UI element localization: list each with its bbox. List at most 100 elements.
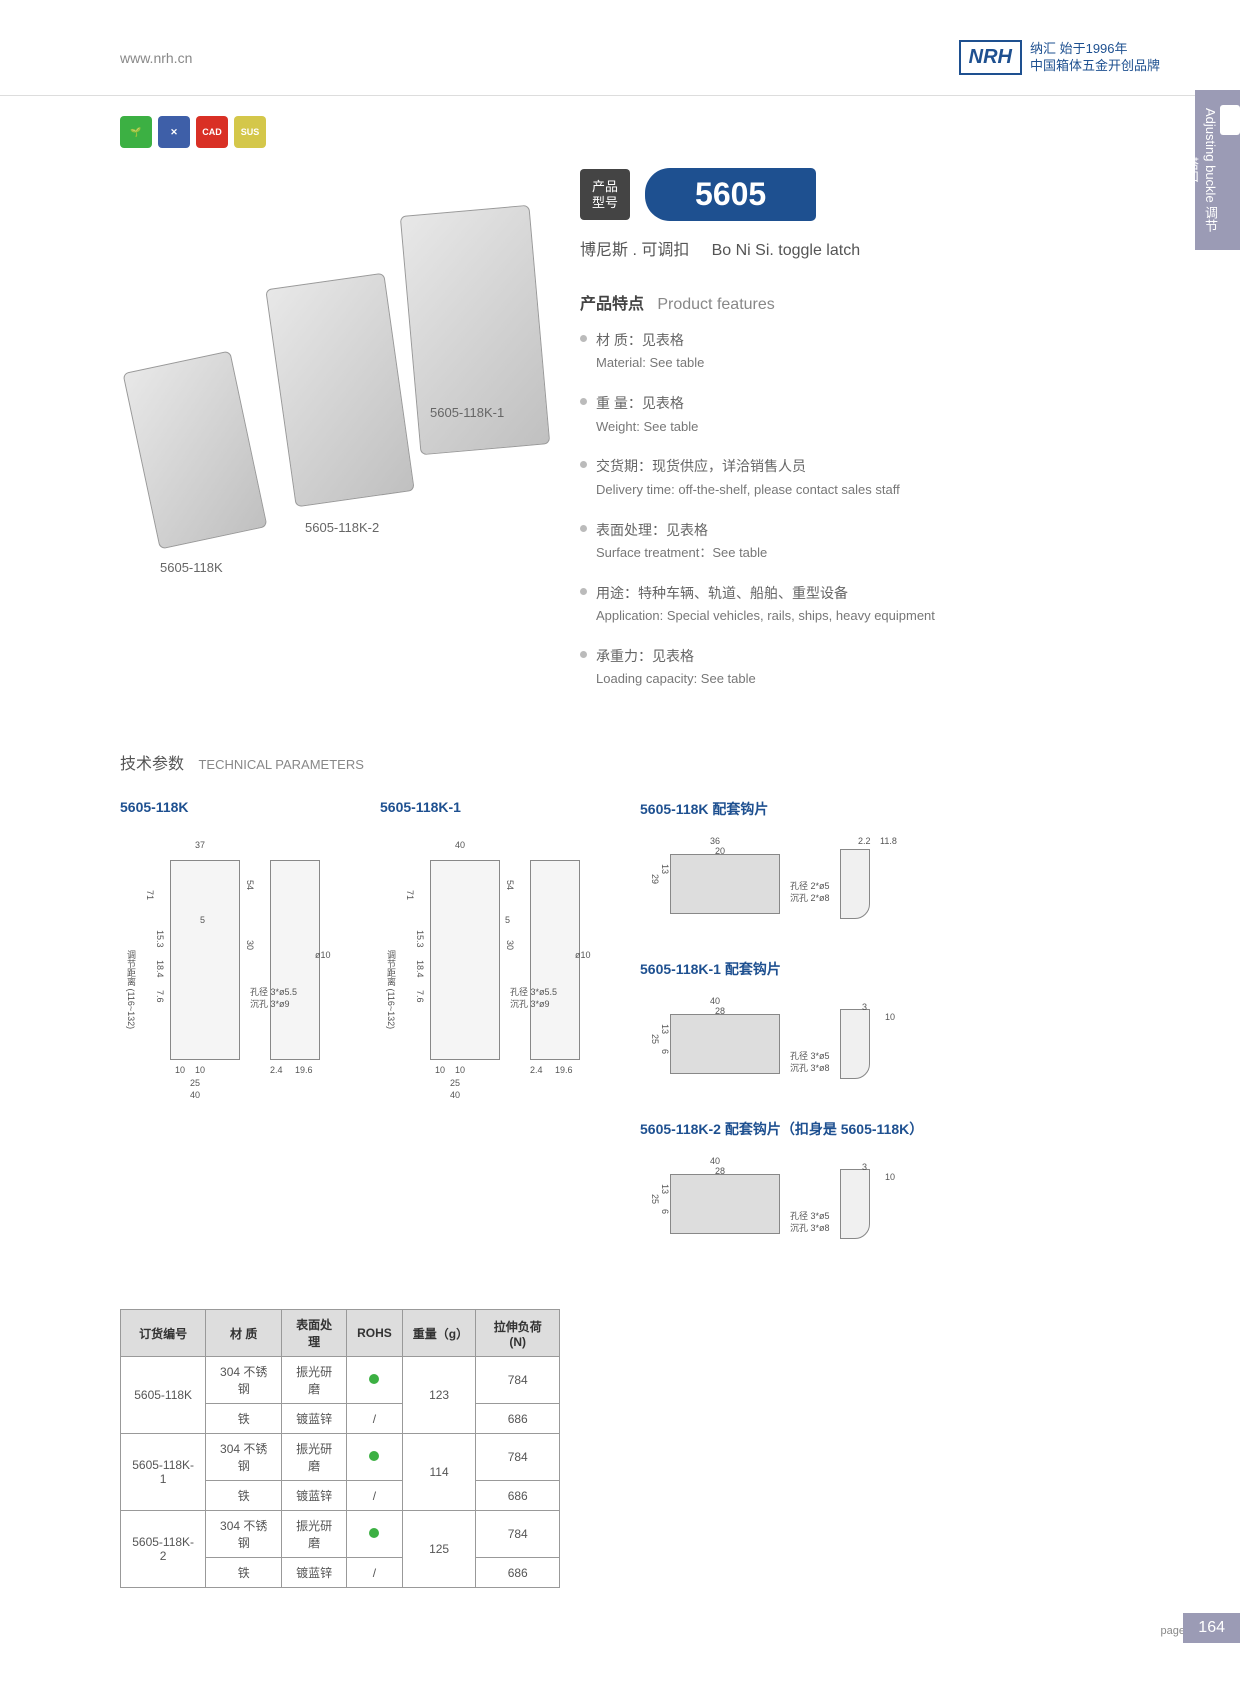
spec-table: 订货编号 材 质 表面处理 ROHS 重量（g） 拉伸负荷 (N) 5605-1… (120, 1309, 560, 1588)
sd-hook (840, 1169, 870, 1239)
td: / (347, 1481, 403, 1511)
sd-rect (670, 1014, 780, 1074)
table-row: 5605-118K-2304 不锈钢振光研磨125784 (121, 1511, 560, 1558)
td: 686 (476, 1404, 560, 1434)
td: 铁 (206, 1404, 282, 1434)
td: 304 不锈钢 (206, 1357, 282, 1404)
td: 振光研磨 (282, 1434, 347, 1481)
diagram-3: 5605-118K 配套钩片 36 20 29 13 孔径 2*ø5 沉孔 2*… (640, 799, 1160, 934)
td: 125 (402, 1511, 476, 1588)
th: 表面处理 (282, 1310, 347, 1357)
diag-box: 40 28 25 13 6 孔径 3*ø5 沉孔 3*ø8 3 10 (640, 1154, 920, 1254)
diagram-1: 5605-118K 37 调节距离 (116~132) 71 15.3 18.4… (120, 799, 340, 1279)
feature-item: 表面处理：见表格Surface treatment：See table (580, 519, 1240, 564)
right-diagrams: 5605-118K 配套钩片 36 20 29 13 孔径 2*ø5 沉孔 2*… (640, 799, 1160, 1279)
td: 镀蓝锌 (282, 1404, 347, 1434)
diag-box: 40 28 25 13 6 孔径 3*ø5 沉孔 3*ø8 3 10 (640, 994, 920, 1094)
tagline1: 纳汇 始于1996年 (1030, 41, 1160, 58)
feature-item: 用途：特种车辆、轨道、船舶、重型设备Application: Special v… (580, 582, 1240, 627)
page-number: 164 (1183, 1613, 1240, 1643)
td: 686 (476, 1481, 560, 1511)
diag-title: 5605-118K 配套钩片 (640, 799, 1160, 819)
td: 镀蓝锌 (282, 1558, 347, 1588)
header: www.nrh.cn NRH 纳汇 始于1996年 中国箱体五金开创品牌 (0, 0, 1240, 96)
feature-item: 承重力：见表格Loading capacity: See table (580, 645, 1240, 690)
td: 铁 (206, 1481, 282, 1511)
sd-rect (670, 1174, 780, 1234)
model-number: 5605 (645, 168, 816, 221)
td (347, 1434, 403, 1481)
th: ROHS (347, 1310, 403, 1357)
page-label: page (1161, 1625, 1185, 1637)
td (347, 1357, 403, 1404)
diag-title: 5605-118K-2 配套钩片（扣身是 5605-118K） (640, 1119, 1160, 1139)
feature-item: 重 量：见表格Weight: See table (580, 392, 1240, 437)
img-label-2: 5605-118K-2 (305, 520, 379, 535)
diagram-2: 5605-118K-1 40 调节距离 (116~132) 71 54 5 30… (380, 799, 600, 1279)
td: 振光研磨 (282, 1357, 347, 1404)
tech-title: 技术参数 TECHNICAL PARAMETERS (120, 750, 1160, 774)
diag-title: 5605-118K-1 (380, 799, 600, 815)
td: 5605-118K-2 (121, 1511, 206, 1588)
sd-hook (840, 1009, 870, 1079)
th: 订货编号 (121, 1310, 206, 1357)
diag-title: 5605-118K-1 配套钩片 (640, 959, 1160, 979)
td: 铁 (206, 1558, 282, 1588)
sd-rect (670, 854, 780, 914)
diag-box: 37 调节距离 (116~132) 71 15.3 18.4 7.6 54 30… (120, 830, 340, 1110)
tech-section: 技术参数 TECHNICAL PARAMETERS 5605-118K 37 调… (120, 750, 1160, 1588)
features-list: 材 质：见表格Material: See table 重 量：见表格Weight… (580, 329, 1240, 690)
logo: NRH (959, 40, 1022, 75)
td: 304 不锈钢 (206, 1434, 282, 1481)
td: 784 (476, 1357, 560, 1404)
model-label: 产品 型号 (580, 169, 630, 220)
td (347, 1511, 403, 1558)
td: 5605-118K-1 (121, 1434, 206, 1511)
diag-box: 36 20 29 13 孔径 2*ø5 沉孔 2*ø8 2.2 11.8 (640, 834, 920, 934)
rohs-dot (369, 1451, 379, 1461)
td: 振光研磨 (282, 1511, 347, 1558)
td: 784 (476, 1511, 560, 1558)
diag-main (170, 860, 240, 1060)
tagline2: 中国箱体五金开创品牌 (1030, 58, 1160, 75)
feature-item: 材 质：见表格Material: See table (580, 329, 1240, 374)
latch-2 (265, 273, 414, 508)
latch-1 (122, 351, 267, 550)
th: 拉伸负荷 (N) (476, 1310, 560, 1357)
diag-side (270, 860, 320, 1060)
table-row: 5605-118K304 不锈钢振光研磨123784 (121, 1357, 560, 1404)
latch-icon (1220, 105, 1240, 135)
diagram-4: 5605-118K-1 配套钩片 40 28 25 13 6 孔径 3*ø5 沉… (640, 959, 1160, 1094)
table-row: 5605-118K-1304 不锈钢振光研磨114784 (121, 1434, 560, 1481)
sd-hook (840, 849, 870, 919)
th: 材 质 (206, 1310, 282, 1357)
side-tab-en: Adjusting buckle (1203, 108, 1218, 203)
td: 镀蓝锌 (282, 1481, 347, 1511)
badges: 🌱 ✕ CAD SUS (0, 96, 1240, 148)
logo-tagline: 纳汇 始于1996年 中国箱体五金开创品牌 (1030, 41, 1160, 75)
diagrams-row: 5605-118K 37 调节距离 (116~132) 71 15.3 18.4… (120, 799, 1160, 1279)
img-label-1: 5605-118K (160, 560, 223, 575)
td: 123 (402, 1357, 476, 1434)
subtitle: 博尼斯 . 可调扣 Bo Ni Si. toggle latch (580, 236, 1240, 260)
feature-item: 交货期：现货供应，详洽销售人员Delivery time: off-the-sh… (580, 455, 1240, 500)
features-title: 产品特点 Product features (580, 290, 1240, 314)
badge-eco: 🌱 (120, 116, 152, 148)
logo-area: NRH 纳汇 始于1996年 中国箱体五金开创品牌 (959, 40, 1160, 75)
diag-main (430, 860, 500, 1060)
th: 重量（g） (402, 1310, 476, 1357)
product-image: 5605-118K 5605-118K-2 5605-118K-1 (120, 200, 560, 580)
table-body: 5605-118K304 不锈钢振光研磨123784铁镀蓝锌/6865605-1… (121, 1357, 560, 1588)
url: www.nrh.cn (120, 50, 192, 66)
diag-title: 5605-118K (120, 799, 340, 815)
td: 5605-118K (121, 1357, 206, 1434)
td: 686 (476, 1558, 560, 1588)
diag-box: 40 调节距离 (116~132) 71 54 5 30 15.3 18.4 7… (380, 830, 600, 1110)
rohs-dot (369, 1528, 379, 1538)
badge-cad: CAD (196, 116, 228, 148)
table-header-row: 订货编号 材 质 表面处理 ROHS 重量（g） 拉伸负荷 (N) (121, 1310, 560, 1357)
img-label-3: 5605-118K-1 (430, 405, 504, 420)
td: / (347, 1404, 403, 1434)
badge-sus: SUS (234, 116, 266, 148)
td: 304 不锈钢 (206, 1511, 282, 1558)
